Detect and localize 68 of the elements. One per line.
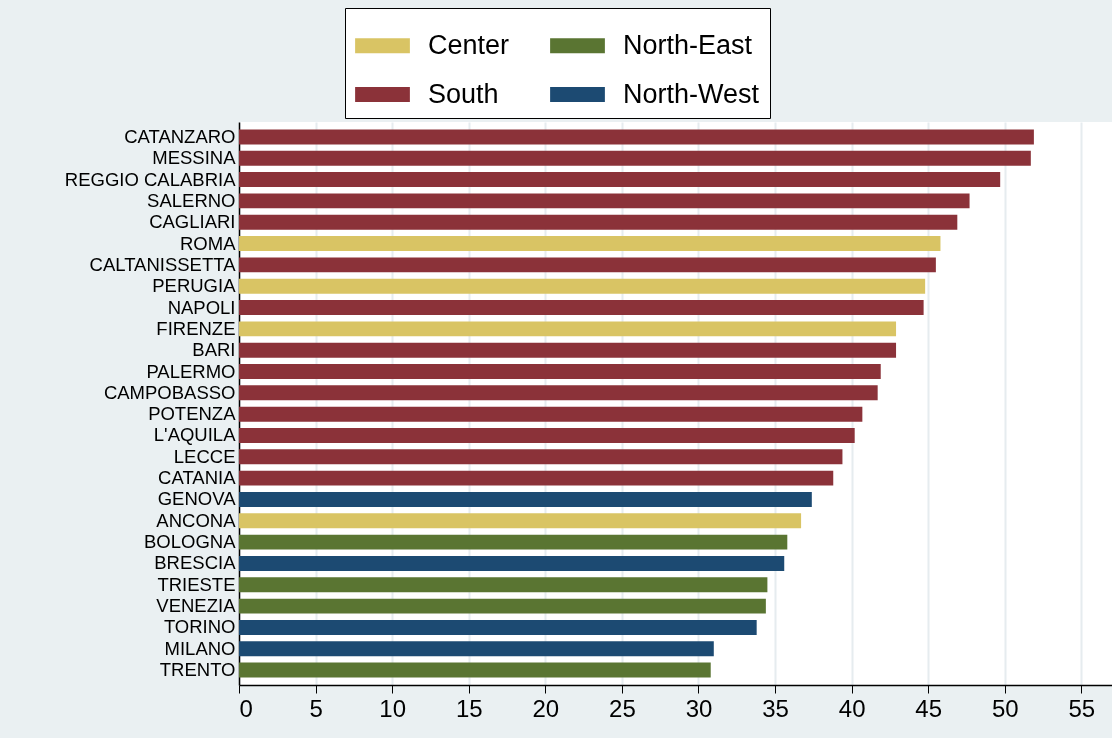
y-tick-label: CALTANISSETTA [89, 253, 237, 275]
y-tick-label: ROMA [180, 232, 237, 254]
y-tick-label: GENOVA [157, 488, 237, 510]
bar [239, 193, 970, 209]
bar [239, 278, 926, 294]
x-tick-label: 20 [532, 694, 560, 722]
y-tick-label: MILANO [164, 637, 236, 659]
x-tick-label: 15 [455, 694, 483, 722]
x-tick-label: 0 [239, 694, 253, 722]
x-tick-label: 30 [685, 694, 713, 722]
bar [239, 428, 855, 443]
y-tick-label: TRENTO [159, 659, 236, 681]
y-tick-label: MESSINA [152, 147, 237, 169]
bar [239, 449, 843, 465]
y-tick-label: TRIESTE [157, 573, 236, 595]
y-tick-label: BARI [192, 339, 236, 361]
bar [239, 641, 714, 657]
y-tick-label: BOLOGNA [144, 531, 237, 553]
legend-label: North-East [623, 29, 753, 60]
bar [239, 598, 766, 614]
bar [239, 513, 802, 529]
legend-label: Center [428, 29, 510, 60]
bar [239, 555, 785, 571]
y-tick-label: PERUGIA [152, 275, 237, 297]
y-tick-label: NAPOLI [167, 296, 236, 318]
y-tick-label: CATANZARO [124, 125, 236, 147]
bar [239, 236, 941, 252]
x-tick-label: 25 [609, 694, 636, 722]
y-tick-label: CAGLIARI [149, 211, 236, 233]
y-tick-label: SALERNO [147, 189, 236, 211]
x-tick-label: 5 [309, 694, 323, 722]
x-tick-label: 45 [915, 694, 943, 722]
bar [239, 300, 924, 315]
x-tick-label: 35 [762, 694, 789, 722]
bar [239, 662, 711, 678]
bar [239, 534, 788, 550]
bar [239, 342, 897, 358]
x-tick-label: 40 [838, 694, 866, 722]
bar [239, 214, 958, 230]
y-tick-label: LECCE [173, 445, 236, 467]
bar [239, 385, 878, 401]
y-tick-label: CAMPOBASSO [103, 381, 236, 403]
legend-label: North-West [623, 78, 760, 109]
y-tick-label: VENEZIA [156, 595, 237, 617]
y-tick-label: L'AQUILA [153, 424, 237, 446]
bar [239, 172, 1001, 188]
y-tick-label: REGGIO CALABRIA [64, 168, 237, 190]
y-tick-label: CATANIA [158, 467, 237, 489]
bar [239, 321, 897, 337]
bar [239, 406, 863, 422]
bar [239, 470, 834, 486]
bar [239, 619, 757, 635]
bar [239, 492, 812, 507]
x-tick-label: 50 [991, 694, 1019, 722]
x-tick-label: 55 [1068, 694, 1096, 722]
y-tick-label: ANCONA [156, 509, 237, 531]
bar [239, 257, 936, 273]
bar [239, 577, 768, 593]
y-tick-label: PALERMO [146, 360, 236, 382]
y-tick-label: FIRENZE [156, 317, 236, 339]
y-tick-label: TORINO [163, 616, 236, 638]
bar [239, 364, 881, 379]
x-tick-label: 10 [379, 694, 407, 722]
y-tick-label: BRESCIA [154, 552, 237, 574]
y-tick-label: POTENZA [148, 403, 237, 425]
bar [239, 150, 1031, 166]
legend-label: South [428, 78, 499, 109]
bar [239, 129, 1034, 145]
